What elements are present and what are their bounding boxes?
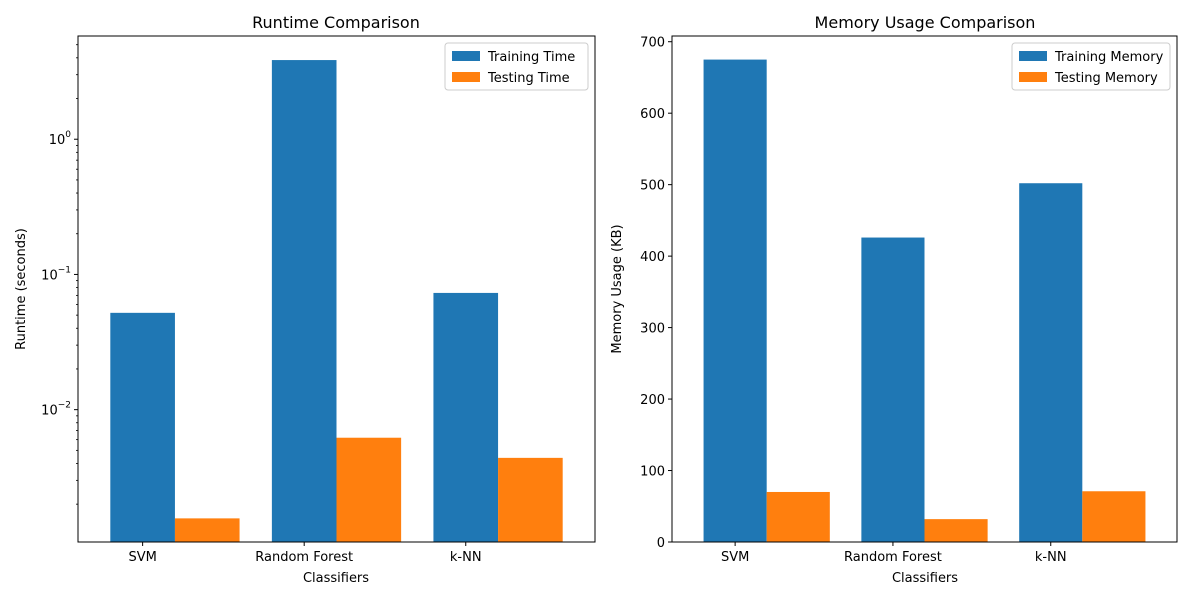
runtime-bars	[110, 60, 563, 543]
memory-y-tick-label: 0	[657, 536, 665, 551]
runtime-x-tick-label: SVM	[128, 550, 156, 565]
memory-bar-testing-memory-k-nn	[1082, 491, 1146, 542]
memory-legend-label: Training Memory	[1054, 50, 1164, 65]
runtime-y-axis-label: Runtime (seconds)	[14, 228, 29, 350]
runtime-legend-label: Testing Time	[487, 71, 570, 86]
memory-bars	[703, 59, 1146, 543]
runtime-bar-testing-time-random-forest	[336, 437, 402, 542]
memory-chart-title: Memory Usage Comparison	[815, 13, 1036, 32]
memory-y-tick-label: 100	[640, 465, 665, 480]
memory-legend-swatch	[1019, 51, 1047, 61]
memory-y-tick-label: 200	[640, 393, 665, 408]
memory-x-tick-label: k-NN	[1035, 550, 1067, 565]
runtime-chart-title: Runtime Comparison	[252, 13, 420, 32]
memory-x-tick-label: SVM	[721, 550, 749, 565]
runtime-x-axis-label: Classifiers	[303, 571, 369, 586]
memory-bar-training-memory-random-forest	[861, 237, 925, 543]
memory-y-tick-label: 700	[640, 36, 665, 51]
runtime-legend-swatch	[452, 51, 480, 61]
memory-y-ticks: 0 100 200 300 400 500 600 700	[640, 36, 672, 551]
runtime-x-ticks: SVM Random Forest k-NN	[128, 542, 482, 565]
memory-legend-label: Testing Memory	[1054, 71, 1158, 86]
memory-x-tick-label: Random Forest	[844, 550, 942, 565]
runtime-bar-testing-time-k-nn	[498, 457, 563, 542]
memory-bar-testing-memory-random-forest	[924, 519, 988, 542]
memory-legend-box	[1011, 42, 1171, 91]
runtime-bar-testing-time-svm	[174, 518, 240, 542]
runtime-legend-label: Training Time	[487, 50, 575, 65]
runtime-legend: Training Time Testing Time	[444, 42, 589, 91]
memory-x-ticks: SVM Random Forest k-NN	[721, 542, 1067, 565]
memory-bar-training-memory-svm	[703, 59, 767, 542]
memory-legend-swatch	[1019, 72, 1047, 82]
memory-legend: Training Memory Testing Memory	[1011, 42, 1171, 91]
runtime-plot-frame	[77, 35, 596, 543]
memory-y-tick-label: 400	[640, 250, 665, 265]
runtime-chart: Runtime Comparison Classifiers Runtime (…	[14, 13, 596, 586]
runtime-legend-swatch	[452, 72, 480, 82]
memory-y-tick-label: 300	[640, 322, 665, 337]
memory-x-axis-label: Classifiers	[892, 571, 958, 586]
runtime-bar-training-time-random-forest	[271, 60, 337, 543]
memory-y-tick-label: 600	[640, 107, 665, 122]
runtime-bar-training-time-k-nn	[433, 292, 499, 542]
runtime-bar-training-time-svm	[110, 312, 175, 542]
memory-y-axis-label: Memory Usage (KB)	[610, 224, 625, 353]
runtime-legend-box	[444, 42, 589, 91]
runtime-x-tick-label: k-NN	[450, 550, 482, 565]
memory-chart: Memory Usage Comparison Classifiers Memo…	[610, 13, 1178, 586]
memory-bar-training-memory-k-nn	[1019, 183, 1083, 542]
memory-y-tick-label: 500	[640, 179, 665, 194]
runtime-x-tick-label: Random Forest	[255, 550, 353, 565]
memory-bar-testing-memory-svm	[766, 491, 830, 542]
memory-plot-frame	[671, 35, 1178, 543]
